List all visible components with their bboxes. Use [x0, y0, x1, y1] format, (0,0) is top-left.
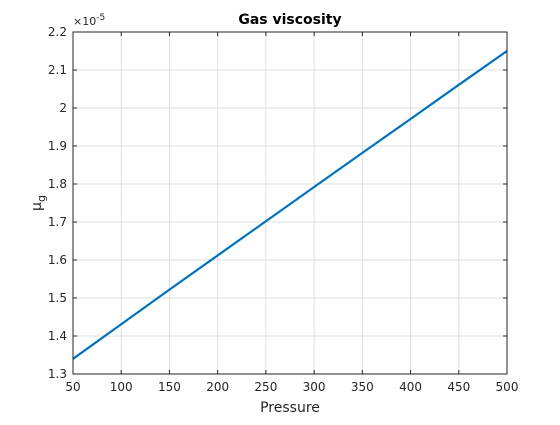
x-tick-label: 200 [206, 380, 229, 394]
y-tick-label: 1.8 [48, 177, 67, 191]
y-tick-label: 1.7 [48, 215, 67, 229]
y-axis-label-base: μ [29, 202, 45, 211]
y-exponent-base: ×10 [73, 15, 96, 28]
x-tick-label: 250 [254, 380, 277, 394]
ticks [72, 31, 508, 375]
y-axis-label-subscript: g [35, 195, 48, 202]
y-exponent-power: -5 [96, 13, 105, 23]
x-tick-label: 400 [399, 380, 422, 394]
y-tick-label: 1.4 [48, 329, 67, 343]
x-tick-label: 500 [496, 380, 519, 394]
x-tick-label: 450 [447, 380, 470, 394]
chart-title: Gas viscosity [238, 12, 341, 28]
series-layer [72, 50, 508, 360]
y-tick-label: 1.3 [48, 367, 67, 381]
x-tick-label: 100 [110, 380, 133, 394]
y-tick-label: 1.6 [48, 253, 67, 267]
y-tick-label: 1.9 [48, 139, 67, 153]
y-tick-label: 2.1 [48, 63, 67, 77]
x-axis-label: Pressure [260, 400, 320, 416]
y-axis-label: μg [29, 195, 48, 211]
series-line [72, 50, 508, 360]
x-tick-label: 150 [158, 380, 181, 394]
y-tick-label: 2.2 [48, 25, 67, 39]
y-tick-label: 2 [59, 101, 67, 115]
y-exponent-label: ×10-5 [73, 13, 105, 28]
tick-labels: 50 100 150 200 250 300 350 400 450 500 1.3 1.4 1.5 1.… [48, 25, 519, 394]
axes-box [72, 31, 508, 375]
x-tick-label: 50 [65, 380, 80, 394]
x-tick-label: 350 [351, 380, 374, 394]
y-tick-label: 1.5 [48, 291, 67, 305]
x-tick-label: 300 [303, 380, 326, 394]
